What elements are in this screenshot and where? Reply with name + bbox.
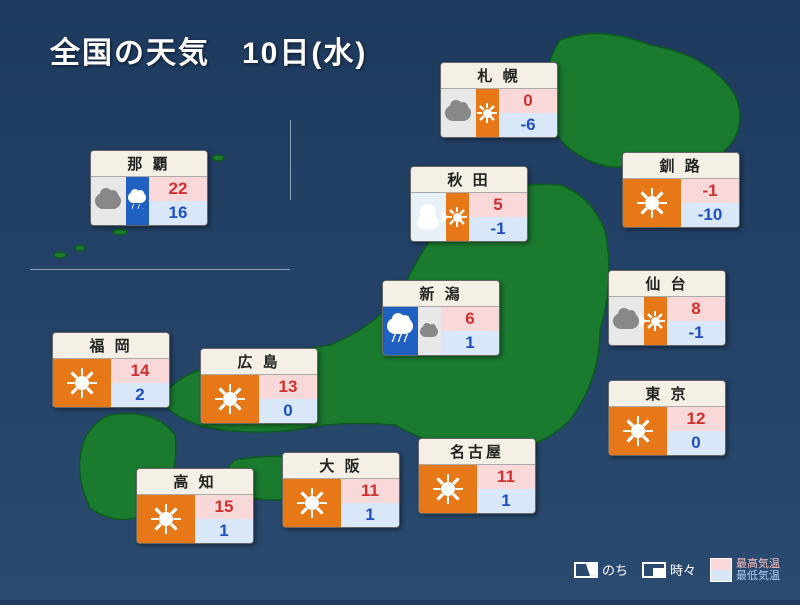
city-name: 仙 台 (609, 271, 725, 297)
temp-low: -1 (667, 321, 725, 345)
city-name: 大 阪 (283, 453, 399, 479)
forecast-card-kochi: 高 知 15 1 (136, 468, 254, 544)
weather-icon-cloudy (91, 177, 126, 225)
city-name: 札 幌 (441, 63, 557, 89)
weather-icon-box (623, 179, 681, 227)
temp-high: 15 (195, 495, 253, 519)
weather-icon-box (91, 177, 149, 225)
temp-high: 11 (341, 479, 399, 503)
city-name: 釧 路 (623, 153, 739, 179)
weather-icon-box (609, 407, 667, 455)
city-name: 広 島 (201, 349, 317, 375)
city-name: 高 知 (137, 469, 253, 495)
forecast-card-osaka: 大 阪 11 1 (282, 452, 400, 528)
forecast-card-akita: 秋 田 5 -1 (410, 166, 528, 242)
page-title: 全国の天気 10日(水) (50, 28, 367, 72)
temp-low: 1 (477, 489, 535, 513)
legend: のち 時々 最高気温 最低気温 (574, 558, 780, 582)
temp-high: 13 (259, 375, 317, 399)
city-name: 東 京 (609, 381, 725, 407)
weather-icon-sunny (201, 375, 259, 423)
temp-high: -1 (681, 179, 739, 203)
temp-low: 0 (259, 399, 317, 423)
weather-icon-sunny (137, 495, 195, 543)
weather-icon-sunny (283, 479, 341, 527)
forecast-card-fukuoka: 福 岡 14 2 (52, 332, 170, 408)
temp-high: 12 (667, 407, 725, 431)
city-name: 秋 田 (411, 167, 527, 193)
weather-icon-sunny (419, 465, 477, 513)
temp-low: 1 (441, 331, 499, 355)
weather-icon-cloudy (418, 307, 441, 355)
weather-icon-sunny (644, 297, 667, 345)
temp-low: -1 (469, 217, 527, 241)
inset-divider-2 (290, 120, 291, 200)
legend-high-label: 最高気温 (736, 558, 780, 570)
weather-icon-rain (383, 307, 418, 355)
weather-icon-rain (126, 177, 149, 225)
legend-temp-swatch (710, 558, 732, 582)
weather-icon-box (283, 479, 341, 527)
weather-icon-cloudy (441, 89, 476, 137)
weather-icon-box (419, 465, 477, 513)
temp-low: 0 (667, 431, 725, 455)
temp-low: 1 (341, 503, 399, 527)
temp-high: 5 (469, 193, 527, 217)
legend-tokidoki-icon (642, 562, 666, 578)
legend-nochi: のち (574, 560, 628, 579)
temp-low: -6 (499, 113, 557, 137)
legend-nochi-icon (574, 562, 598, 578)
forecast-card-sendai: 仙 台 8 -1 (608, 270, 726, 346)
weather-icon-box (383, 307, 441, 355)
temp-high: 8 (667, 297, 725, 321)
temp-low: 1 (195, 519, 253, 543)
legend-tokidoki-label: 時々 (670, 560, 696, 579)
temp-high: 11 (477, 465, 535, 489)
weather-icon-box (609, 297, 667, 345)
forecast-card-nagoya: 名古屋 11 1 (418, 438, 536, 514)
temp-high: 0 (499, 89, 557, 113)
forecast-card-tokyo: 東 京 12 0 (608, 380, 726, 456)
weather-icon-box (441, 89, 499, 137)
weather-icon-sunny (53, 359, 111, 407)
weather-icon-sunny (476, 89, 499, 137)
city-name: 那 覇 (91, 151, 207, 177)
forecast-card-hiroshima: 広 島 13 0 (200, 348, 318, 424)
forecast-card-sapporo: 札 幌 0 -6 (440, 62, 558, 138)
temp-low: -10 (681, 203, 739, 227)
temp-low: 16 (149, 201, 207, 225)
temp-high: 22 (149, 177, 207, 201)
temp-high: 6 (441, 307, 499, 331)
city-name: 名古屋 (419, 439, 535, 465)
forecast-card-kushiro: 釧 路 -1 -10 (622, 152, 740, 228)
temp-low: 2 (111, 383, 169, 407)
city-name: 新 潟 (383, 281, 499, 307)
legend-tokidoki: 時々 (642, 560, 696, 579)
weather-icon-box (411, 193, 469, 241)
forecast-card-naha: 那 覇 22 16 (90, 150, 208, 226)
weather-icon-box (201, 375, 259, 423)
forecast-card-niigata: 新 潟 6 1 (382, 280, 500, 356)
weather-icon-sunny (446, 193, 469, 241)
temp-high: 14 (111, 359, 169, 383)
weather-icon-box (137, 495, 195, 543)
legend-temps: 最高気温 最低気温 (710, 558, 780, 582)
legend-low-label: 最低気温 (736, 570, 780, 582)
weather-icon-sunny (609, 407, 667, 455)
city-name: 福 岡 (53, 333, 169, 359)
weather-icon-box (53, 359, 111, 407)
legend-nochi-label: のち (602, 560, 628, 579)
weather-icon-sunny (623, 179, 681, 227)
